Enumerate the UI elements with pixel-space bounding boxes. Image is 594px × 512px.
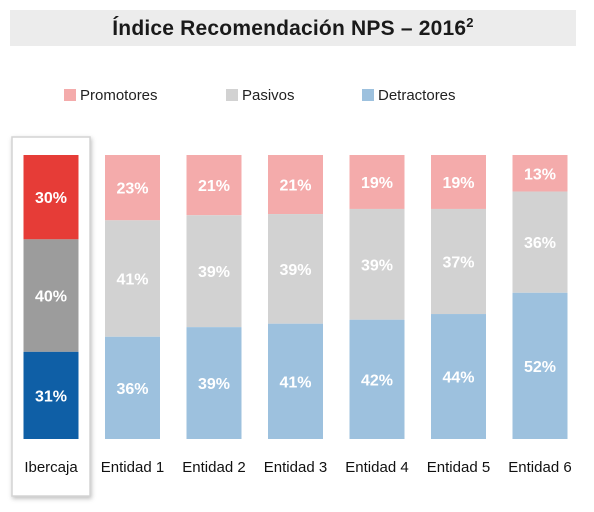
category-label-entidad-2: Entidad 2 xyxy=(182,459,245,476)
data-label-entidad-3-promotores: 21% xyxy=(279,178,311,195)
bar-segment-entidad-5-pasivos xyxy=(431,208,486,315)
legend-label-promotores: Promotores xyxy=(80,87,158,104)
legend-swatch-pasivos xyxy=(226,89,238,101)
data-label-entidad-2-detractores: 39% xyxy=(198,376,230,393)
data-label-entidad-1-detractores: 36% xyxy=(116,381,148,398)
data-label-entidad-2-pasivos: 39% xyxy=(198,264,230,281)
bar-segment-entidad-6-detractores xyxy=(512,292,568,439)
bar-segment-ibercaja-promotores xyxy=(23,155,79,240)
data-label-entidad-5-pasivos: 37% xyxy=(442,255,474,272)
data-label-entidad-6-detractores: 52% xyxy=(524,359,556,376)
data-label-entidad-2-promotores: 21% xyxy=(198,178,230,195)
chart-title: Índice Recomendación NPS – 20162 xyxy=(112,15,473,41)
data-label-entidad-1-pasivos: 41% xyxy=(116,272,148,289)
data-label-entidad-4-pasivos: 39% xyxy=(361,257,393,274)
bar-segment-ibercaja-detractores xyxy=(23,351,79,439)
category-label-entidad-3: Entidad 3 xyxy=(264,459,327,476)
legend-swatch-promotores xyxy=(64,89,76,101)
bar-segment-entidad-1-promotores xyxy=(105,155,160,221)
data-label-entidad-5-promotores: 19% xyxy=(442,175,474,192)
legend-label-pasivos: Pasivos xyxy=(242,87,295,104)
data-label-entidad-5-detractores: 44% xyxy=(442,370,474,387)
bar-segment-entidad-4-detractores xyxy=(349,319,405,439)
chart-title-text: Índice Recomendación NPS – 2016 xyxy=(112,17,467,40)
chart-title-superscript: 2 xyxy=(466,15,474,30)
bar-segment-ibercaja-pasivos xyxy=(23,239,79,352)
data-label-entidad-6-pasivos: 36% xyxy=(524,235,556,252)
bar-segment-entidad-2-promotores xyxy=(186,155,242,216)
bar-segment-entidad-2-detractores xyxy=(186,327,242,439)
category-label-ibercaja: Ibercaja xyxy=(24,459,78,476)
data-label-entidad-4-detractores: 42% xyxy=(361,372,393,389)
bar-segment-entidad-3-promotores xyxy=(268,155,323,215)
data-label-entidad-3-detractores: 41% xyxy=(279,374,311,391)
bar-segment-entidad-3-detractores xyxy=(268,323,323,439)
data-label-entidad-3-pasivos: 39% xyxy=(279,262,311,279)
data-label-ibercaja-pasivos: 40% xyxy=(35,289,67,306)
chart-title-bar: Índice Recomendación NPS – 20162 xyxy=(10,10,576,46)
category-label-entidad-5: Entidad 5 xyxy=(427,459,490,476)
bar-segment-entidad-5-detractores xyxy=(431,314,486,439)
data-label-entidad-1-promotores: 23% xyxy=(116,181,148,198)
category-label-entidad-4: Entidad 4 xyxy=(345,459,408,476)
data-label-entidad-4-promotores: 19% xyxy=(361,175,393,192)
bar-segment-entidad-5-promotores xyxy=(431,155,486,209)
category-label-entidad-1: Entidad 1 xyxy=(101,459,164,476)
bar-segment-entidad-4-promotores xyxy=(349,155,405,209)
legend-swatch-detractores xyxy=(362,89,374,101)
bar-segment-entidad-3-pasivos xyxy=(268,214,323,324)
bar-segment-entidad-6-pasivos xyxy=(512,191,568,293)
bar-segment-entidad-1-detractores xyxy=(105,336,160,439)
legend-label-detractores: Detractores xyxy=(378,87,456,104)
bar-segment-entidad-2-pasivos xyxy=(186,215,242,328)
data-label-ibercaja-detractores: 31% xyxy=(35,388,67,405)
bar-segment-entidad-1-pasivos xyxy=(105,220,160,337)
bar-segment-entidad-6-promotores xyxy=(512,155,568,192)
category-label-entidad-6: Entidad 6 xyxy=(508,459,571,476)
data-label-entidad-6-promotores: 13% xyxy=(524,166,556,183)
bar-segment-entidad-4-pasivos xyxy=(349,208,405,320)
data-label-ibercaja-promotores: 30% xyxy=(35,190,67,207)
